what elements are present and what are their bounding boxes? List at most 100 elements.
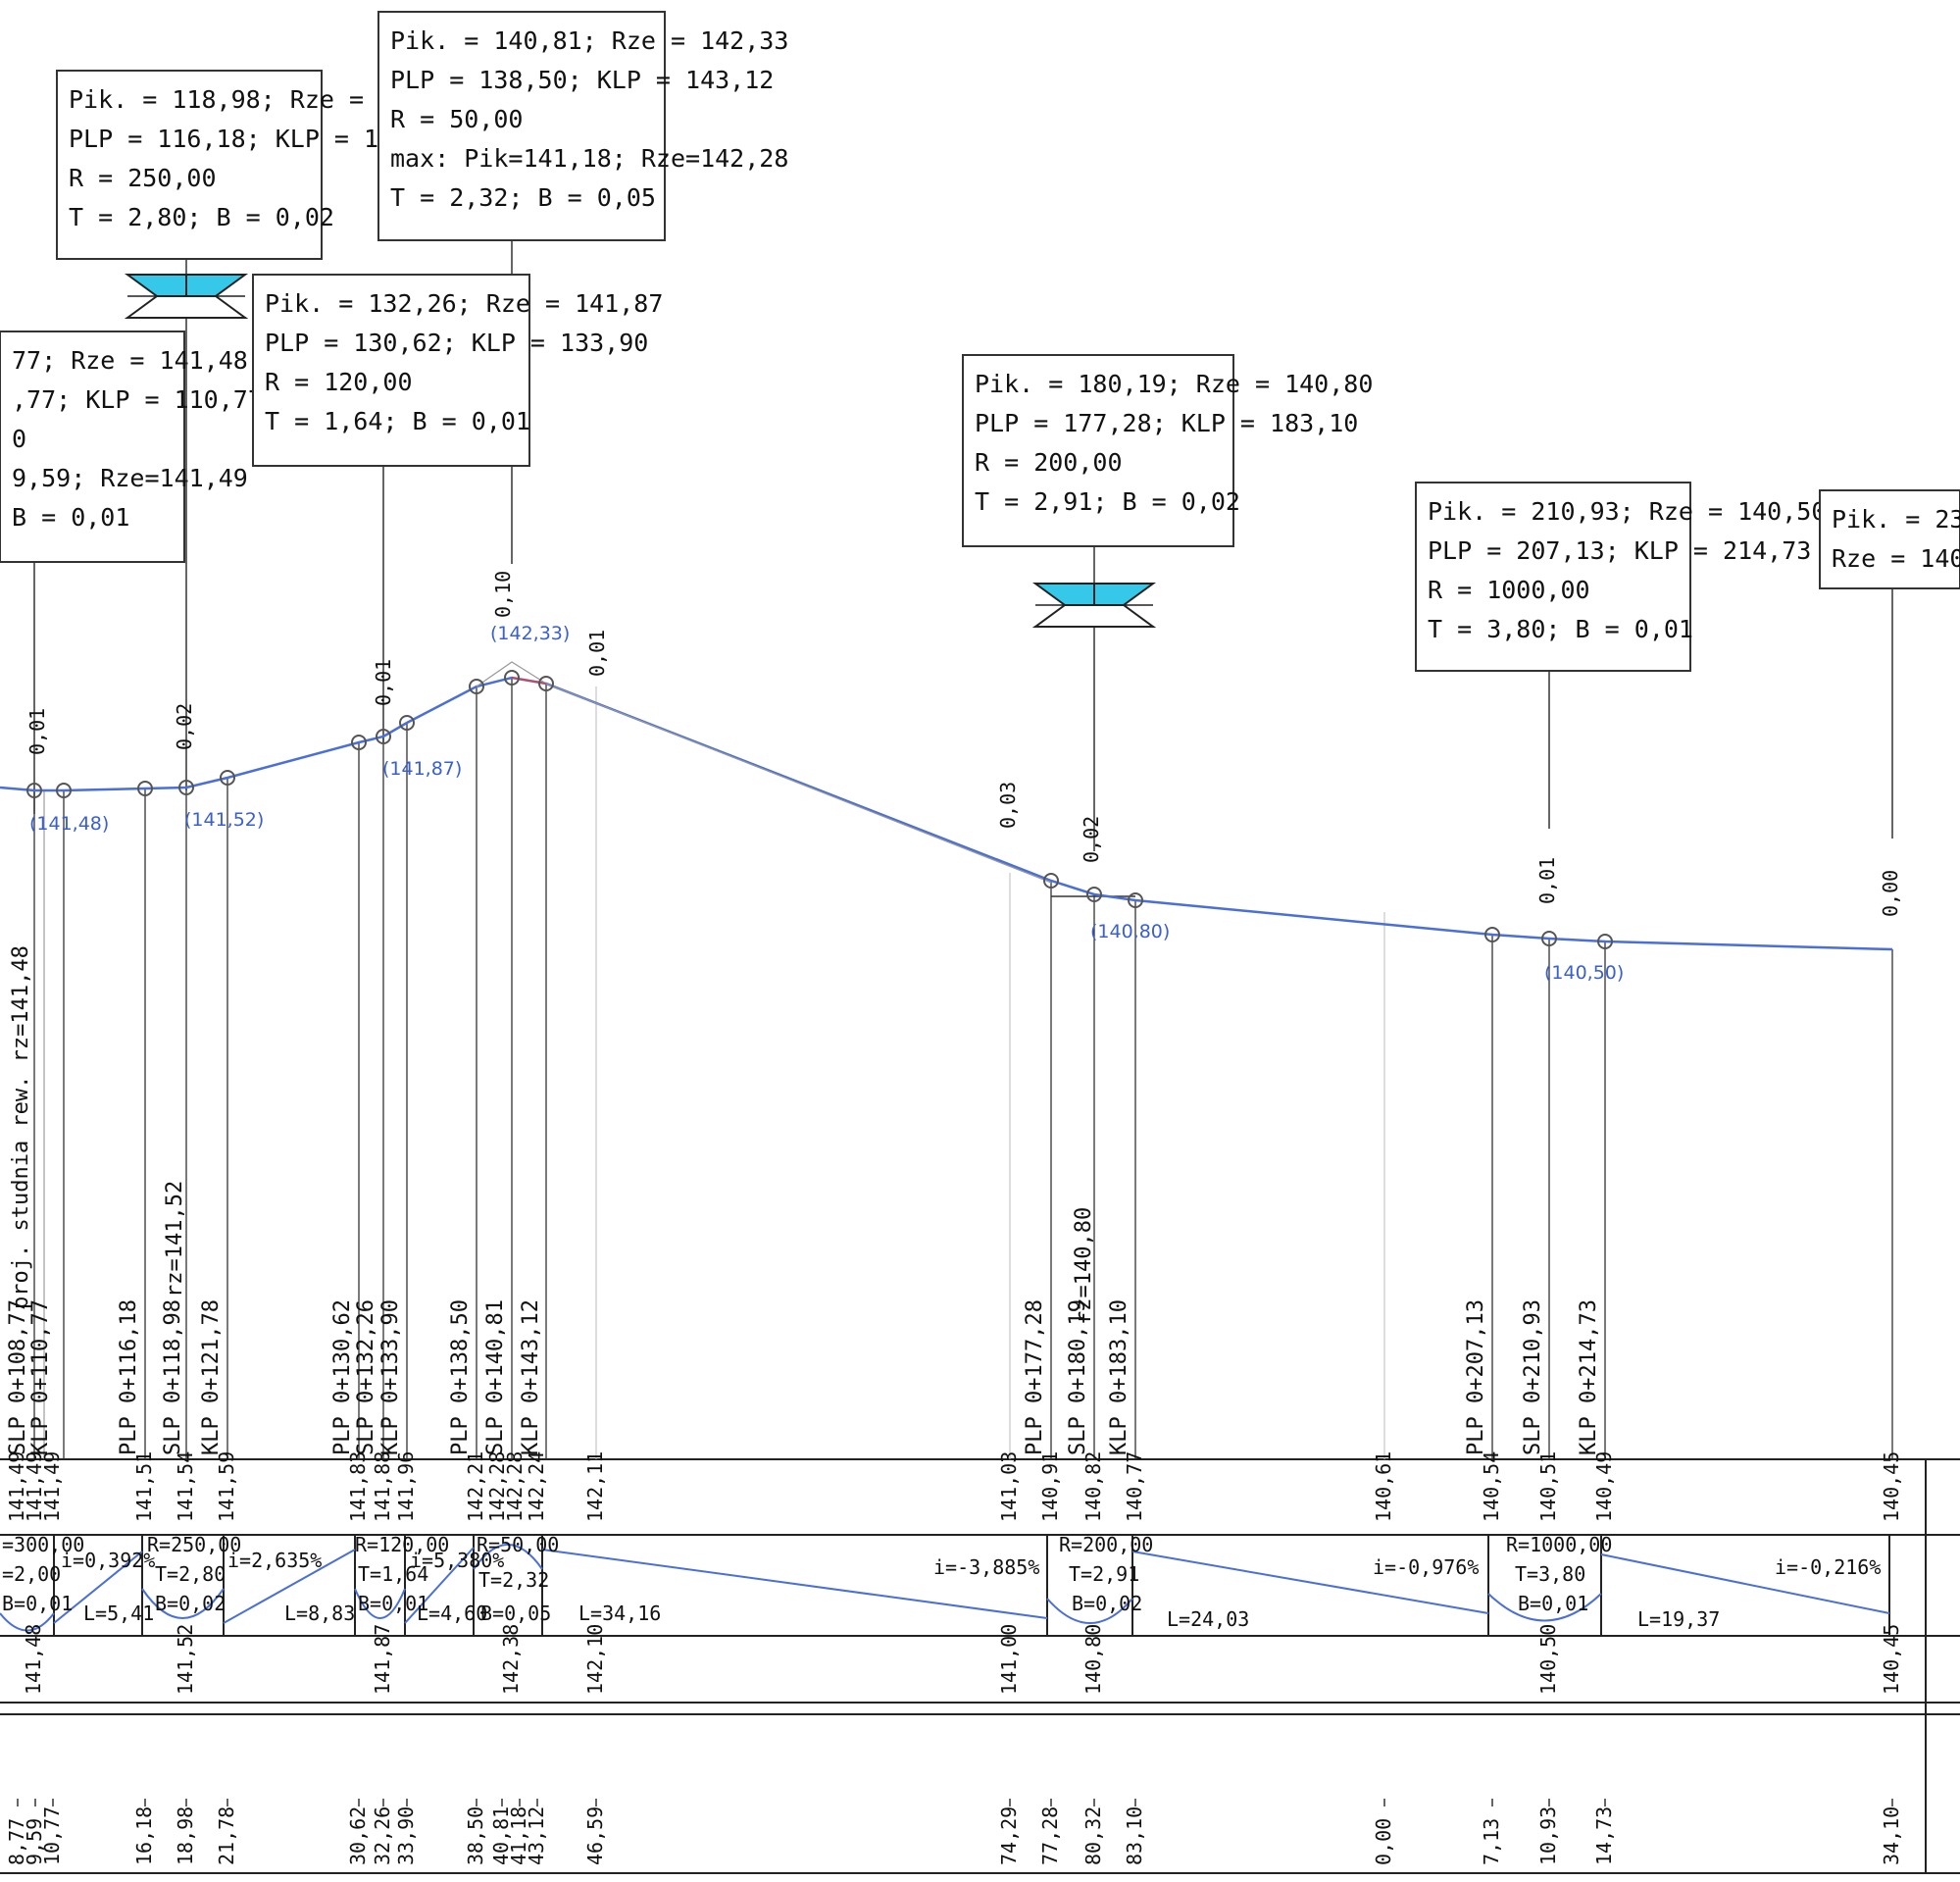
row1-value: 142,28 (485, 1451, 509, 1522)
annotation-box (377, 11, 666, 241)
station-label: KLP 0+214,73 (1577, 1299, 1601, 1455)
grade-param: B=0,01 (2, 1592, 73, 1615)
row1-value: 141,54 (174, 1451, 197, 1522)
annotation-line: R = 250,00 (69, 164, 217, 192)
row5-value: 30,62 (346, 1806, 370, 1865)
profile-label: 0,01 (25, 708, 49, 755)
station-label: PLP 0+138,50 (448, 1299, 473, 1455)
row1-value: 141,49 (40, 1451, 64, 1522)
row3-value: 141,48 (22, 1624, 45, 1695)
annotation-line: B = 0,01 (12, 503, 129, 532)
annotation-line: 77; Rze = 141,48 (12, 346, 248, 375)
row5-value: 46,59 (583, 1806, 607, 1865)
grade-param: T=2,91 (1069, 1562, 1139, 1586)
elevation-label: (140,80) (1090, 921, 1170, 942)
row3-value: 142,10 (583, 1624, 607, 1695)
row3-value: 140,45 (1880, 1624, 1903, 1695)
row5-value: 80,32 (1081, 1806, 1105, 1865)
station-point (1541, 931, 1557, 946)
annotation-line: R = 1000,00 (1428, 576, 1590, 604)
profile-label: 0,02 (1080, 816, 1103, 863)
annotation-line: R = 50,00 (390, 105, 523, 133)
row1-value: 141,88 (371, 1451, 394, 1522)
row3-value: 141,87 (371, 1624, 394, 1695)
grade-param: L=34,16 (578, 1602, 661, 1625)
annotation-box (56, 70, 323, 260)
station-label: PLP 0+130,62 (330, 1299, 355, 1455)
station-point (56, 783, 72, 798)
grade-param: =2,00 (2, 1562, 61, 1586)
row1-value: 141,96 (394, 1451, 418, 1522)
row5-value: 77,28 (1038, 1806, 1062, 1865)
grade-param: R=200,00 (1059, 1533, 1153, 1556)
annotation-box (252, 274, 530, 467)
grade-param: L=8,83 (284, 1602, 355, 1625)
row5-value: 83,10 (1123, 1806, 1146, 1865)
grade-param: T=2,32 (478, 1568, 549, 1592)
grade-param: B=0,01 (1518, 1592, 1588, 1615)
row1-value: 140,91 (1038, 1451, 1062, 1522)
row5-value: 32,26 (371, 1806, 394, 1865)
row1-value: 140,82 (1081, 1451, 1105, 1522)
station-label: KLP 0+121,78 (199, 1299, 224, 1455)
grade-param: R=250,00 (147, 1533, 241, 1556)
annotation-line: PLP = 138,50; KLP = 143,12 (390, 66, 774, 94)
station-label: PLP 0+177,28 (1023, 1299, 1047, 1455)
row5-value: 38,50 (464, 1806, 487, 1865)
annotation-line: PLP = 207,13; KLP = 214,73 (1428, 536, 1811, 565)
row1-value: 142,28 (503, 1451, 527, 1522)
row1-value: 141,03 (997, 1451, 1021, 1522)
row1-value: 140,45 (1880, 1451, 1903, 1522)
annotation-line: PLP = 130,62; KLP = 133,90 (265, 329, 648, 357)
annotation-line: R = 120,00 (265, 368, 413, 396)
annotation-box (1415, 482, 1691, 672)
row5-value: 10,77 (40, 1806, 64, 1865)
annotation-line: 0 (12, 425, 26, 453)
row1-value: 141,83 (346, 1451, 370, 1522)
grade-param: B=0,02 (155, 1592, 226, 1615)
row5-value: 43,12 (525, 1806, 548, 1865)
grade-param: R=120,00 (355, 1533, 449, 1556)
elevation-label: (142,33) (490, 623, 570, 644)
annotation-line: Pik. = 234,10 (1832, 505, 1960, 534)
row1-value: 141,59 (215, 1451, 238, 1522)
profile-label: 0,03 (996, 782, 1020, 829)
row5-value: 34,10 (1880, 1806, 1903, 1865)
elevation-label: (141,52) (184, 809, 264, 831)
elevation-label: (141,48) (29, 813, 109, 835)
annotation-box (962, 354, 1234, 547)
row5-value: 9,59 (23, 1818, 46, 1865)
row1-value: 140,51 (1536, 1451, 1560, 1522)
station-label: KLP 0+183,10 (1107, 1299, 1131, 1455)
row5-value: 8,77 (5, 1818, 28, 1865)
row1-value: 141,49 (23, 1451, 46, 1522)
station-label: KLP 0+110,77 (28, 1299, 53, 1455)
station-point (376, 729, 391, 744)
grade-param: i=-3,885% (933, 1555, 1039, 1579)
row5-value: 74,29 (997, 1806, 1021, 1865)
profile-label: 0,01 (585, 630, 609, 677)
annotation-line: T = 1,64; B = 0,01 (265, 407, 530, 435)
station-point (137, 781, 153, 796)
annotation-box (1819, 489, 1960, 589)
station-label: KLP 0+143,12 (519, 1299, 543, 1455)
row1-value: 140,49 (1592, 1451, 1616, 1522)
grade-param: i=-0,976% (1373, 1555, 1479, 1579)
row3-value: 142,38 (499, 1624, 523, 1695)
annotation-line: max: Pik=141,18; Rze=142,28 (390, 144, 788, 173)
grade-param: T=1,64 (358, 1562, 428, 1586)
grade-param: i=0,392% (61, 1549, 155, 1572)
row5-value: 40,81 (489, 1806, 513, 1865)
grade-param: i=2,635% (227, 1549, 322, 1572)
row5-value: 21,78 (215, 1806, 238, 1865)
row1-value: 142,11 (583, 1451, 607, 1522)
row3-value: 141,52 (174, 1624, 197, 1695)
grade-param: T=2,80 (155, 1562, 226, 1586)
annotation-line: T = 2,32; B = 0,05 (390, 183, 656, 212)
station-label: SLP 0+132,26 (354, 1299, 378, 1455)
annotation-line: Pik. = 210,93; Rze = 140,50 (1428, 497, 1826, 526)
row1-value: 142,24 (525, 1451, 548, 1522)
row5-value: 10,93 (1536, 1806, 1560, 1865)
station-point (1043, 873, 1059, 889)
